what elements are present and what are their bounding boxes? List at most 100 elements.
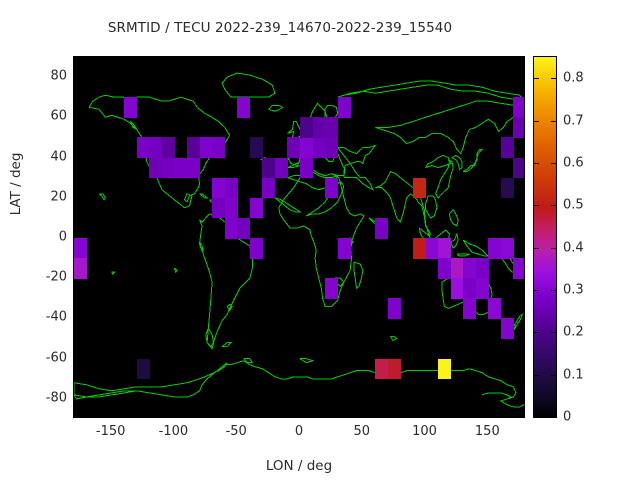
heatmap-cell — [161, 137, 176, 159]
heatmap-cell — [136, 358, 150, 380]
heatmap-cell — [187, 157, 201, 179]
colorbar-tick — [534, 332, 539, 334]
x-tick-label: -100 — [158, 424, 189, 439]
colorbar-tick-label: 0.2 — [563, 324, 584, 340]
colorbar-tick-label: 0.1 — [563, 367, 584, 383]
heatmap-cell — [438, 258, 452, 279]
heatmap-cell — [187, 137, 201, 159]
heatmap-cell — [500, 137, 515, 159]
heatmap-cell — [249, 137, 263, 159]
heatmap-cell — [312, 117, 326, 139]
map-plot-area — [73, 56, 525, 418]
colorbar — [533, 56, 557, 418]
heatmap-cell — [450, 258, 464, 279]
colorbar-tick — [551, 417, 556, 418]
heatmap-cell — [74, 238, 88, 259]
heatmap-cell — [387, 358, 402, 380]
heatmap-cell — [488, 298, 502, 320]
heatmap-cell — [262, 157, 276, 179]
heatmap-cell — [149, 157, 163, 179]
colorbar-tick-label: 0.8 — [563, 70, 584, 86]
heatmap-cell — [463, 278, 477, 299]
heatmap-cell — [249, 197, 263, 219]
heatmap-cell — [249, 238, 263, 259]
heatmap-cell — [212, 137, 226, 159]
x-tick-label: 50 — [353, 424, 371, 439]
heatmap-cell — [463, 298, 477, 320]
heatmap-cell — [212, 177, 226, 199]
colorbar-tick-label: 0.6 — [563, 155, 584, 171]
y-tick-label: 40 — [50, 149, 67, 165]
x-axis-label: LON / deg — [265, 458, 333, 474]
colorbar-tick-label: 0 — [563, 409, 572, 425]
heatmap-cell — [300, 117, 314, 139]
heatmap-cell — [224, 197, 238, 219]
colorbar-tick-label: 0.7 — [563, 113, 584, 129]
heatmap-cell — [174, 157, 188, 179]
colorbar-tick — [551, 78, 556, 80]
heatmap-cell — [513, 258, 524, 279]
colorbar-tick — [551, 162, 556, 164]
x-tick-label: 100 — [412, 424, 437, 439]
colorbar-tick — [534, 162, 539, 164]
heatmap-cell — [513, 117, 524, 139]
y-axis-ticks: 80 60 40 20 0 -20 -40 -60 -80 — [0, 56, 67, 418]
y-tick-label: 60 — [50, 108, 67, 124]
heatmap-cell — [287, 137, 301, 159]
heatmap-cell — [312, 137, 326, 159]
heatmap-cell — [325, 177, 339, 199]
x-tick-label: -50 — [225, 424, 247, 439]
colorbar-tick — [534, 374, 539, 376]
heatmap-cell — [337, 238, 351, 259]
heatmap-cell — [463, 258, 477, 279]
y-tick-label: 20 — [50, 189, 67, 205]
heatmap-cell — [475, 278, 489, 299]
chart-title: SRMTID / TECU 2022-239_14670-2022-239_15… — [107, 20, 453, 36]
heatmap-cell — [237, 217, 251, 239]
heatmap-cell — [224, 177, 238, 199]
colorbar-tick — [551, 332, 556, 334]
heatmap-cell — [450, 278, 464, 299]
heatmap-cell — [161, 157, 176, 179]
colorbar-tick — [534, 247, 539, 249]
heatmap-cell — [325, 278, 339, 299]
heatmap-cell — [375, 358, 389, 380]
y-tick-label: -80 — [45, 390, 67, 406]
colorbar-tick-label: 0.5 — [563, 197, 584, 213]
colorbar-tick — [551, 120, 556, 122]
heatmap-cell — [224, 217, 238, 239]
colorbar-tick-labels: 0 0.1 0.2 0.3 0.4 0.5 0.6 0.7 0.8 — [563, 56, 633, 425]
heatmap-cell — [199, 137, 213, 159]
heatmap-cell — [438, 238, 452, 259]
heatmap-cell — [136, 137, 150, 159]
heatmap-cell — [325, 117, 339, 139]
colorbar-tick — [534, 120, 539, 122]
heatmap-cell — [337, 97, 351, 118]
colorbar-tick — [551, 205, 556, 207]
x-axis-ticks: -150 -100 -50 0 50 100 150 — [73, 424, 525, 444]
y-tick-label: -20 — [45, 269, 67, 285]
heatmap-cell — [300, 157, 314, 179]
colorbar-tick — [534, 205, 539, 207]
heatmap-cell — [262, 177, 276, 199]
y-tick-label: 0 — [58, 229, 67, 245]
heatmap-cell — [300, 137, 314, 159]
colorbar-tick — [551, 247, 556, 249]
heatmap-cell — [375, 217, 389, 239]
colorbar-tick-label: 0.4 — [563, 240, 584, 256]
heatmap-cell — [237, 97, 251, 118]
colorbar-tick — [551, 374, 556, 376]
y-tick-label: 80 — [50, 68, 67, 84]
heatmap-cell — [149, 137, 163, 159]
colorbar-tick-label: 0.3 — [563, 282, 584, 298]
heatmap-cell — [500, 318, 515, 340]
x-tick-label: 0 — [294, 424, 304, 439]
x-tick-label: -150 — [95, 424, 126, 439]
heatmap-cell — [488, 238, 502, 259]
y-tick-label: -40 — [45, 309, 67, 325]
y-tick-label: -60 — [45, 350, 67, 366]
heatmap-cells — [74, 57, 524, 417]
heatmap-cell — [74, 258, 88, 279]
colorbar-gradient — [534, 57, 556, 417]
